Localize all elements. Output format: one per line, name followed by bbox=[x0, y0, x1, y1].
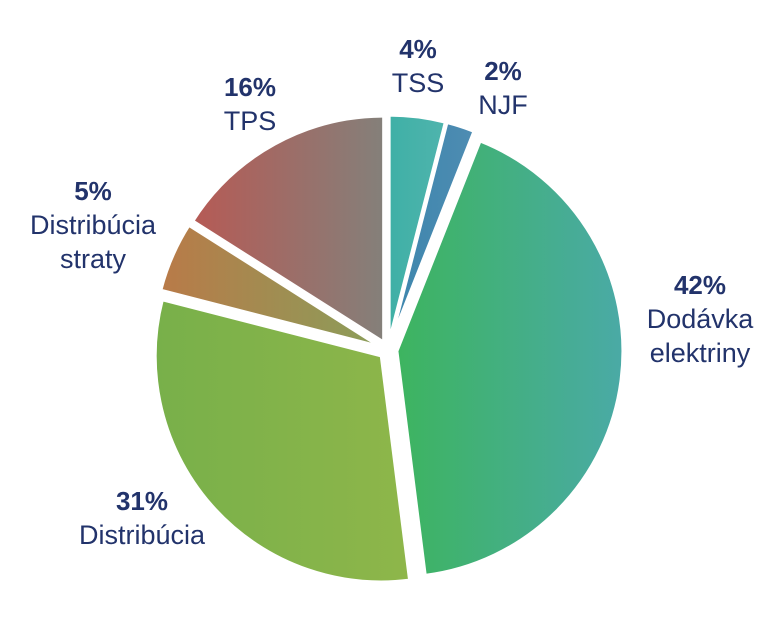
pie-slice-1 bbox=[387, 113, 448, 342]
slice-label-1: 4% TSS bbox=[392, 34, 445, 98]
slice-percent-label: 31% bbox=[116, 486, 168, 516]
slice-name-label: TPS bbox=[224, 106, 277, 136]
slice-percent-label: 16% bbox=[224, 72, 276, 102]
slice-percent-label: 5% bbox=[74, 176, 112, 206]
pie-slice-4 bbox=[153, 297, 412, 584]
slice-label-5: 5% Distribúcia straty bbox=[30, 176, 157, 274]
slice-name-label: Distribúcia bbox=[79, 520, 206, 550]
pie-slice-2 bbox=[389, 120, 476, 342]
slice-percent-label: 2% bbox=[484, 56, 522, 86]
pie-slice-6 bbox=[190, 114, 386, 345]
pie-slice-3 bbox=[395, 139, 625, 578]
slice-name-label: Distribúcia straty bbox=[30, 210, 157, 274]
slice-name-label: Dodávka elektriny bbox=[647, 304, 755, 368]
pie-slice-5 bbox=[159, 223, 381, 348]
slice-name-label: NJF bbox=[478, 90, 528, 120]
slice-label-4: 31% Distribúcia bbox=[79, 486, 206, 550]
pie-slices bbox=[153, 113, 625, 584]
slice-percent-label: 42% bbox=[674, 270, 726, 300]
slice-label-3: 42% Dodávka elektriny bbox=[647, 270, 755, 368]
slice-label-2: 2% NJF bbox=[478, 56, 528, 120]
slice-name-label: TSS bbox=[392, 68, 445, 98]
slice-label-6: 16% TPS bbox=[224, 72, 277, 136]
slice-percent-label: 4% bbox=[399, 34, 437, 64]
pie-labels: 4% TSS 2% NJF 42% Dodávka elektriny 31% Distribú… bbox=[30, 34, 754, 550]
